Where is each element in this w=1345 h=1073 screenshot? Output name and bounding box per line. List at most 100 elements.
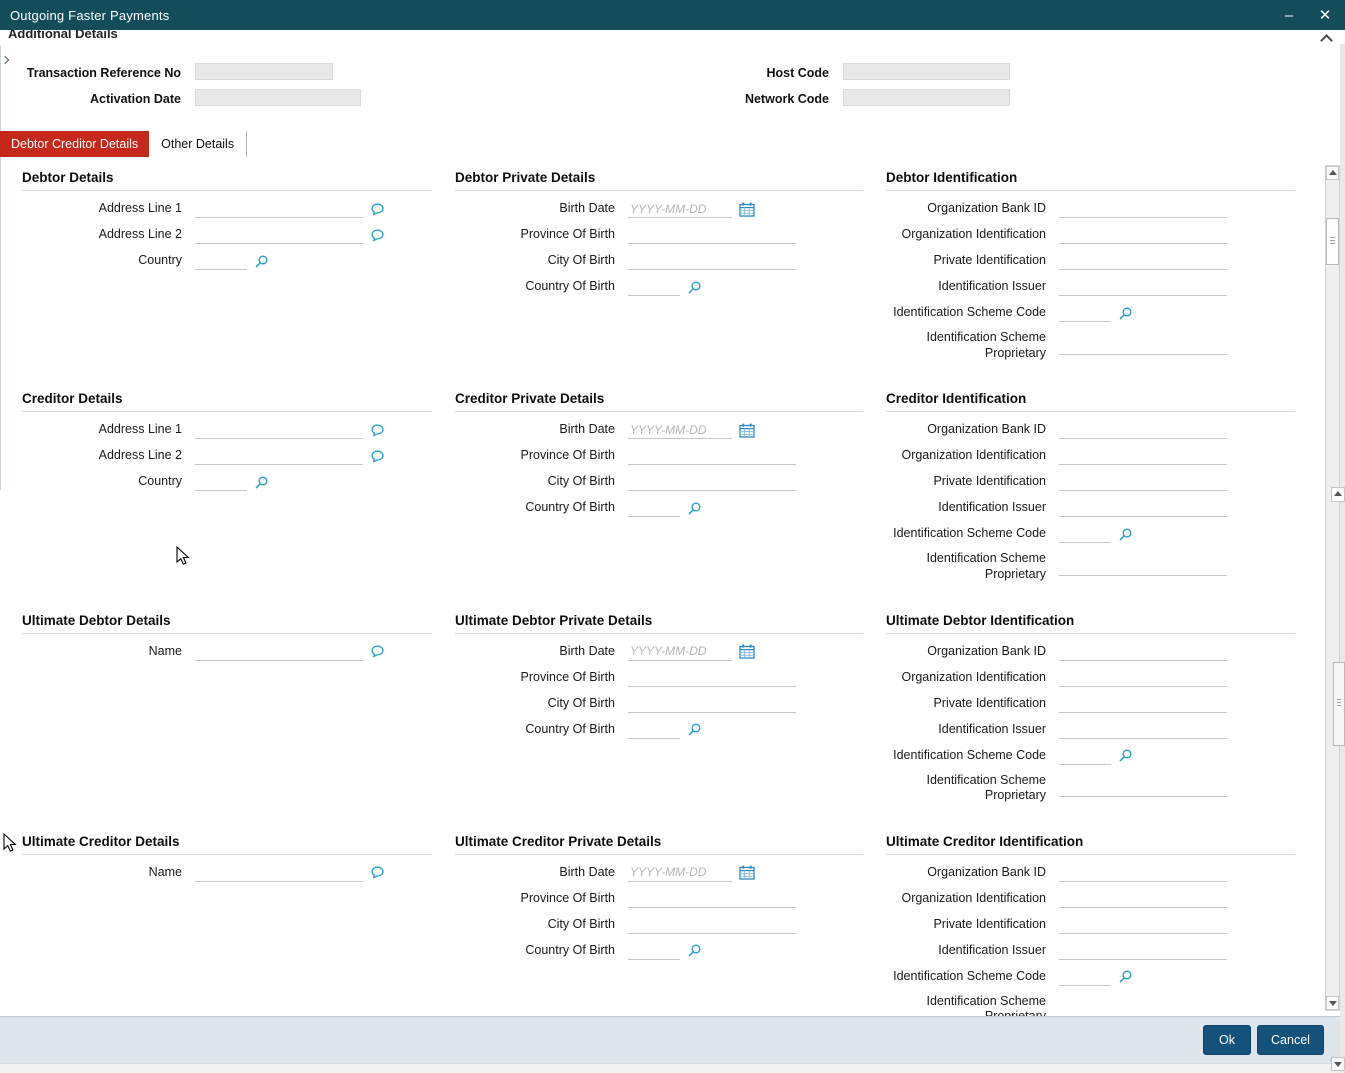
private-identification-input[interactable]	[1059, 694, 1227, 713]
section-title-ultimate-debtor-identification: Ultimate Debtor Identification	[886, 613, 1295, 634]
comment-icon[interactable]	[370, 202, 385, 217]
birth-date-input[interactable]	[628, 421, 732, 440]
calendar-icon[interactable]	[739, 423, 755, 438]
search-icon[interactable]	[254, 475, 269, 490]
private-identification-input[interactable]	[1059, 915, 1227, 934]
province-of-birth-input[interactable]	[628, 226, 796, 244]
section-ultimate-creditor-identification: Ultimate Creditor Identification Organiza…	[886, 834, 1295, 1033]
comment-icon[interactable]	[370, 228, 385, 243]
comment-icon[interactable]	[370, 423, 385, 438]
comment-icon[interactable]	[370, 449, 385, 464]
identification-scheme-code-input[interactable]	[1059, 304, 1111, 322]
search-icon[interactable]	[687, 943, 702, 958]
province-of-birth-input[interactable]	[628, 447, 796, 466]
mouse-cursor	[3, 832, 17, 858]
organization-bank-id-input[interactable]	[1059, 421, 1227, 440]
organization-bank-id-input[interactable]	[1059, 642, 1227, 661]
search-icon[interactable]	[1118, 969, 1133, 984]
organization-identification-input[interactable]	[1059, 668, 1227, 687]
country-of-birth-input[interactable]	[628, 720, 680, 739]
identification-issuer-input[interactable]	[1059, 499, 1227, 518]
identification-scheme-proprietary-label: Identification Scheme Proprietary	[926, 551, 1046, 581]
panel-expand-icon[interactable]	[2, 56, 10, 65]
tab-debtor-creditor-details[interactable]: Debtor Creditor Details	[0, 131, 150, 157]
identification-scheme-proprietary-input[interactable]	[1059, 557, 1227, 576]
address-line-1-input[interactable]	[195, 421, 363, 440]
section-title-debtor-private-details: Debtor Private Details	[455, 170, 863, 191]
organization-identification-input[interactable]	[1059, 889, 1227, 908]
outer-scroll-up-button[interactable]	[1331, 487, 1345, 502]
section-ultimate-creditor-private-details: Ultimate Creditor Private Details Birth D…	[455, 834, 863, 1033]
vertical-scrollbar[interactable]	[1325, 165, 1340, 1011]
search-icon[interactable]	[687, 501, 702, 516]
birth-date-input[interactable]	[628, 200, 732, 218]
identification-scheme-proprietary-input[interactable]	[1059, 336, 1227, 355]
search-icon[interactable]	[1118, 527, 1133, 542]
close-button[interactable]: ✕	[1318, 6, 1332, 24]
horizontal-scrollbar-track[interactable]	[0, 1063, 1345, 1073]
tab-other-details[interactable]: Other Details	[149, 131, 248, 157]
identification-issuer-input[interactable]	[1059, 941, 1227, 960]
field-city-of-birth: City Of Birth	[455, 694, 863, 713]
chevron-up-icon[interactable]	[1319, 32, 1333, 44]
calendar-icon[interactable]	[739, 644, 755, 659]
outer-scroll-thumb[interactable]	[1333, 662, 1345, 746]
address-line-2-input[interactable]	[195, 226, 363, 244]
scroll-up-button[interactable]	[1326, 166, 1339, 180]
scroll-thumb[interactable]	[1326, 218, 1339, 265]
outer-scrollbar-track[interactable]	[1340, 44, 1345, 1073]
scroll-down-button[interactable]	[1326, 996, 1339, 1010]
identification-scheme-code-input[interactable]	[1059, 967, 1111, 986]
identification-issuer-input[interactable]	[1059, 278, 1227, 296]
address-line-2-input[interactable]	[195, 447, 363, 466]
section-debtor-identification: Debtor Identification Organization Bank I…	[886, 170, 1295, 369]
country-of-birth-input[interactable]	[628, 499, 680, 518]
organization-identification-input[interactable]	[1059, 447, 1227, 466]
birth-date-input[interactable]	[628, 642, 732, 661]
search-icon[interactable]	[254, 254, 269, 269]
country-of-birth-label: Country Of Birth	[525, 721, 615, 736]
province-of-birth-input[interactable]	[628, 668, 796, 687]
comment-icon[interactable]	[370, 865, 385, 880]
identification-scheme-code-input[interactable]	[1059, 525, 1111, 544]
outer-scroll-down-button[interactable]	[1331, 1057, 1345, 1071]
transaction-reference-no-label: Transaction Reference No	[26, 66, 181, 80]
calendar-icon[interactable]	[739, 865, 755, 880]
organization-bank-id-input[interactable]	[1059, 200, 1227, 218]
organization-bank-id-input[interactable]	[1059, 863, 1227, 882]
search-icon[interactable]	[687, 722, 702, 737]
country-of-birth-input[interactable]	[628, 278, 680, 296]
identification-issuer-label: Identification Issuer	[938, 942, 1046, 957]
identification-scheme-code-input[interactable]	[1059, 746, 1111, 765]
comment-icon[interactable]	[370, 644, 385, 659]
private-identification-input[interactable]	[1059, 252, 1227, 270]
country-input[interactable]	[195, 473, 247, 492]
name-input[interactable]	[195, 863, 363, 882]
field-address-line-2: Address Line 2	[22, 226, 432, 244]
country-input[interactable]	[195, 252, 247, 270]
address-line-1-input[interactable]	[195, 200, 363, 218]
identification-scheme-proprietary-input[interactable]	[1059, 779, 1227, 798]
city-of-birth-input[interactable]	[628, 915, 796, 934]
private-identification-input[interactable]	[1059, 473, 1227, 492]
calendar-icon[interactable]	[739, 202, 755, 217]
city-of-birth-input[interactable]	[628, 252, 796, 270]
organization-identification-input[interactable]	[1059, 226, 1227, 244]
minimize-button[interactable]: –	[1284, 6, 1294, 24]
search-icon[interactable]	[687, 280, 702, 295]
search-icon[interactable]	[1118, 306, 1133, 321]
ok-button[interactable]: Ok	[1203, 1025, 1251, 1055]
city-of-birth-input[interactable]	[628, 473, 796, 492]
identification-issuer-input[interactable]	[1059, 720, 1227, 739]
search-icon[interactable]	[1118, 748, 1133, 763]
country-label: Country	[138, 474, 182, 489]
country-of-birth-input[interactable]	[628, 941, 680, 960]
cancel-button[interactable]: Cancel	[1257, 1025, 1324, 1055]
identification-scheme-proprietary-label: Identification Scheme Proprietary	[926, 772, 1046, 803]
birth-date-input[interactable]	[628, 863, 732, 882]
name-input[interactable]	[195, 642, 363, 661]
city-of-birth-input[interactable]	[628, 694, 796, 713]
organization-bank-id-label: Organization Bank ID	[927, 643, 1046, 658]
section-title-ultimate-creditor-private-details: Ultimate Creditor Private Details	[455, 834, 863, 855]
province-of-birth-input[interactable]	[628, 889, 796, 908]
